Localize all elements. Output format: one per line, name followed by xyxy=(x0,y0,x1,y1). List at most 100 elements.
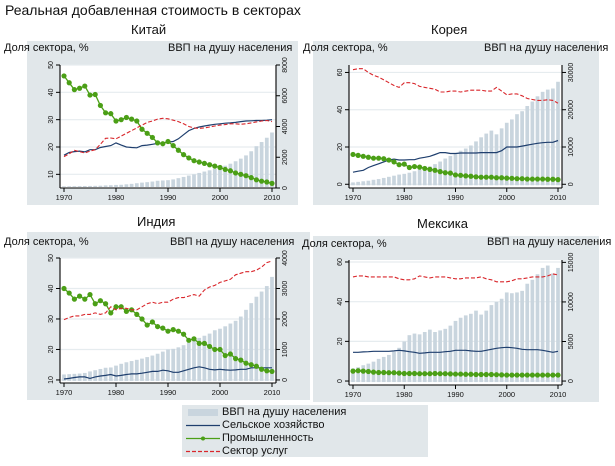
panel-title: Корея xyxy=(431,22,468,37)
industry-point xyxy=(417,164,423,170)
industry-point xyxy=(483,371,489,378)
right-tick-label: 5000 xyxy=(568,334,575,350)
gdp-bar xyxy=(171,179,176,187)
industry-point xyxy=(452,172,459,178)
industry-point xyxy=(529,372,535,378)
chart-korea: 0 20 40 60 0 10000 20000 30000 1970 1980 1990 2000 2… xyxy=(337,63,575,202)
industry-point xyxy=(149,134,155,141)
x-tick-label: 1990 xyxy=(160,388,177,397)
gdp-bar xyxy=(417,169,422,186)
gdp-bar xyxy=(140,182,144,187)
left-tick-label: 40 xyxy=(48,284,55,292)
industry-point xyxy=(264,179,270,185)
industry-point xyxy=(422,165,428,172)
left-tick-label: 20 xyxy=(337,143,344,151)
industry-point xyxy=(411,370,418,377)
x-tick-label: 1970 xyxy=(345,390,362,399)
industry-point xyxy=(113,304,119,310)
industry-point xyxy=(370,155,377,161)
left-axis-label: Доля сектора, % xyxy=(303,42,388,54)
x-tick-label: 1980 xyxy=(396,390,413,399)
x-tick-label: 2010 xyxy=(550,193,567,202)
industry-point xyxy=(432,167,438,173)
industry-point xyxy=(243,360,249,366)
industry-point xyxy=(534,372,541,378)
right-tick-label: 4000 xyxy=(282,119,289,135)
industry-point xyxy=(155,323,161,330)
legend-swatch-solid-line xyxy=(186,424,220,427)
right-tick-label: 15000 xyxy=(568,253,575,273)
gdp-bar xyxy=(376,179,381,186)
gdp-bar xyxy=(479,137,483,186)
industry-point xyxy=(123,114,129,121)
gdp-bar xyxy=(119,363,124,381)
right-axis-label: ВВП на душу населения xyxy=(484,42,609,54)
gdp-bar xyxy=(134,359,139,381)
x-tick-label: 2000 xyxy=(212,193,229,202)
industry-point xyxy=(540,372,546,378)
industry-point xyxy=(108,111,114,117)
gdp-bar xyxy=(202,335,207,381)
gdp-bar xyxy=(463,148,468,186)
gdp-bar xyxy=(186,342,191,381)
gdp-bar xyxy=(397,174,401,186)
gdp-bar xyxy=(114,365,118,381)
right-tick-label: 0 xyxy=(282,186,289,190)
gdp-bar xyxy=(181,345,186,381)
gdp-bar xyxy=(489,305,494,383)
gdp-bar xyxy=(176,178,181,187)
gdp-bar xyxy=(551,88,555,186)
industry-point xyxy=(468,371,474,377)
gdp-bar xyxy=(443,328,448,383)
gdp-bar xyxy=(453,320,458,383)
gdp-bar xyxy=(551,273,555,383)
gdp-bar xyxy=(244,155,248,187)
industry-point xyxy=(422,371,428,377)
gdp-bar xyxy=(108,185,113,187)
legend-item-industry: Промышленность xyxy=(182,432,428,445)
agriculture-line xyxy=(63,366,272,380)
industry-point xyxy=(355,152,361,158)
industry-point xyxy=(139,316,145,322)
industry-point xyxy=(103,110,109,116)
left-tick-label: 20 xyxy=(48,143,55,151)
industry-point xyxy=(66,80,72,86)
gdp-bar xyxy=(145,182,150,187)
industry-point xyxy=(365,368,371,375)
industry-point xyxy=(129,116,135,122)
industry-point xyxy=(222,352,228,359)
right-tick-label: 2000 xyxy=(282,311,289,327)
industry-point xyxy=(483,174,489,180)
gdp-bar xyxy=(238,316,243,381)
gdp-bar xyxy=(155,353,160,381)
gdp-bar xyxy=(103,367,108,381)
industry-point xyxy=(248,362,254,368)
industry-point xyxy=(360,368,366,374)
industry-point xyxy=(376,369,382,376)
industry-point xyxy=(540,176,546,182)
industry-point xyxy=(493,372,500,378)
industry-point xyxy=(386,370,392,376)
x-tick-label: 1970 xyxy=(56,388,73,397)
right-tick-label: 6000 xyxy=(282,88,289,104)
x-tick-label: 2010 xyxy=(550,390,567,399)
industry-point xyxy=(452,371,459,377)
industry-point xyxy=(175,328,181,334)
gdp-bar xyxy=(67,186,72,187)
gdp-bar xyxy=(535,96,540,186)
industry-point xyxy=(264,368,270,374)
industry-point xyxy=(87,92,93,98)
gdp-bar xyxy=(98,185,103,187)
industry-point xyxy=(499,372,505,378)
gdp-bar xyxy=(499,298,504,383)
x-tick-label: 1990 xyxy=(447,193,464,202)
gdp-bar xyxy=(510,119,514,186)
industry-point xyxy=(473,371,479,378)
industry-point xyxy=(227,351,233,357)
industry-point xyxy=(201,340,207,346)
right-tick-label: 8000 xyxy=(282,57,289,73)
gdp-bar xyxy=(428,166,432,186)
figure-title: Реальная добавленная стоимость в сектора… xyxy=(5,2,301,18)
x-tick-label: 1970 xyxy=(56,193,73,202)
plot-area xyxy=(60,65,276,188)
